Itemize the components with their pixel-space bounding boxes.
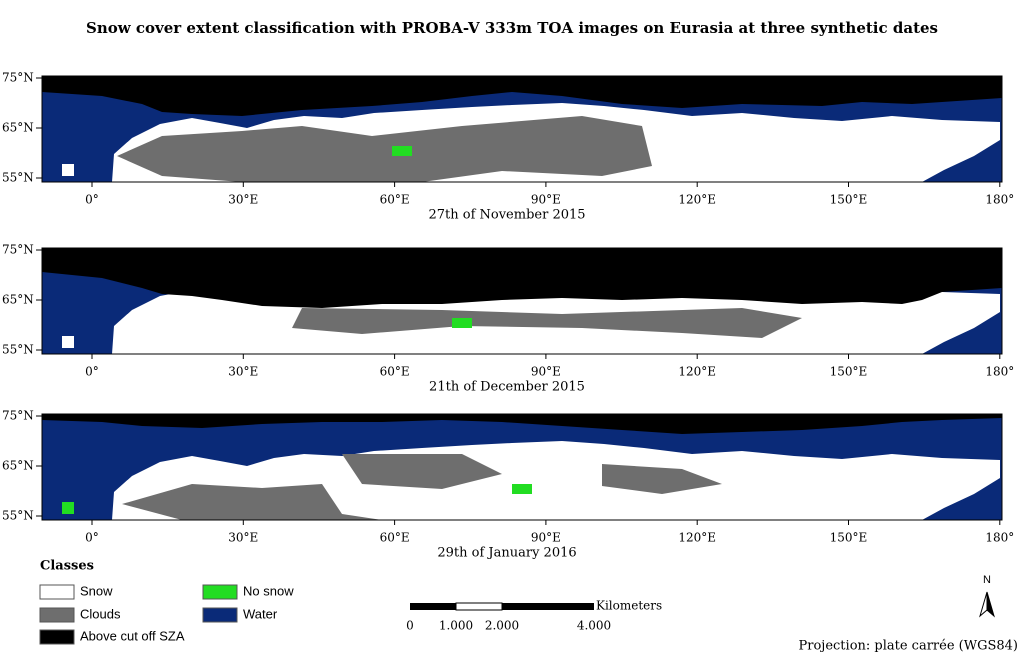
legend-swatch xyxy=(39,607,75,623)
frame xyxy=(41,75,1003,183)
clouds xyxy=(122,454,722,520)
legend-swatch xyxy=(202,584,238,600)
lon-label: 120°E xyxy=(678,531,716,545)
lon-label: 90°E xyxy=(531,531,561,545)
lon-label: 0° xyxy=(85,531,99,545)
frame xyxy=(41,413,1003,521)
scale-labels: 0 1.000 2.000 4.000 xyxy=(406,619,611,633)
no-snow xyxy=(62,336,74,348)
legend: Snow Clouds Above cut off SZA No snow Water xyxy=(39,583,294,645)
lat-label: 75°N xyxy=(2,71,34,85)
lon-label: 180° xyxy=(985,365,1014,379)
lon-label: 150°E xyxy=(830,365,868,379)
lon-label: 120°E xyxy=(678,193,716,207)
map-panel xyxy=(41,413,1003,521)
lon-label: 0° xyxy=(85,365,99,379)
lon-label: 60°E xyxy=(380,193,410,207)
scale-label: 1.000 xyxy=(439,619,473,633)
panel-caption: 29th of January 2016 xyxy=(437,546,576,561)
scale-label: 0 xyxy=(406,619,414,633)
lat-label: 65°N xyxy=(2,293,34,307)
clouds xyxy=(292,308,802,338)
above-sza xyxy=(42,248,1002,308)
panel-caption: 27th of November 2015 xyxy=(428,208,585,223)
projection: Projection: plate carrée (WGS84) xyxy=(799,639,1018,654)
title: Snow cover extent classification with PR… xyxy=(86,19,938,37)
lon-label: 90°E xyxy=(531,365,561,379)
no-snow xyxy=(62,502,74,514)
no-snow xyxy=(512,484,532,494)
legend-label: No snow xyxy=(243,583,294,598)
scale-bar xyxy=(410,602,594,611)
lat-label: 55°N xyxy=(2,509,34,523)
legend-swatch xyxy=(39,629,75,645)
lat-label: 55°N xyxy=(2,171,34,185)
scale-unit: Kilometers xyxy=(596,599,662,613)
panel-caption: 21th of December 2015 xyxy=(429,380,585,395)
lon-label: 180° xyxy=(985,193,1014,207)
lat-label: 55°N xyxy=(2,343,34,357)
north-label: N xyxy=(983,574,991,586)
legend-label: Water xyxy=(243,606,278,621)
frame xyxy=(41,247,1003,355)
scale-label: 4.000 xyxy=(577,619,611,633)
legend-label: Clouds xyxy=(80,606,121,621)
map-panel xyxy=(41,247,1003,355)
legend-title: Classes xyxy=(40,559,94,574)
no-snow xyxy=(452,318,472,328)
lon-label: 60°E xyxy=(380,531,410,545)
map-panel xyxy=(41,75,1003,183)
lon-label: 30°E xyxy=(228,531,258,545)
legend-label: Snow xyxy=(80,583,113,598)
lon-label: 150°E xyxy=(830,531,868,545)
lon-label: 120°E xyxy=(678,365,716,379)
lon-label: 150°E xyxy=(830,193,868,207)
lat-label: 65°N xyxy=(2,459,34,473)
legend-label: Above cut off SZA xyxy=(80,628,185,643)
legend-swatch xyxy=(202,607,238,623)
no-snow xyxy=(62,164,74,176)
lon-label: 0° xyxy=(85,193,99,207)
lon-label: 30°E xyxy=(228,365,258,379)
lon-label: 30°E xyxy=(228,193,258,207)
clouds xyxy=(117,116,652,182)
above-sza xyxy=(42,414,1002,434)
lat-label: 75°N xyxy=(2,409,34,423)
lon-label: 180° xyxy=(985,531,1014,545)
north-arrow xyxy=(979,591,995,618)
legend-swatch xyxy=(39,584,75,600)
maps xyxy=(41,75,1003,521)
above-sza xyxy=(42,76,1002,116)
no-snow xyxy=(392,146,412,156)
lon-label: 90°E xyxy=(531,193,561,207)
lon-label: 60°E xyxy=(380,365,410,379)
lat-label: 75°N xyxy=(2,243,34,257)
lat-label: 65°N xyxy=(2,121,34,135)
scale-label: 2.000 xyxy=(485,619,519,633)
